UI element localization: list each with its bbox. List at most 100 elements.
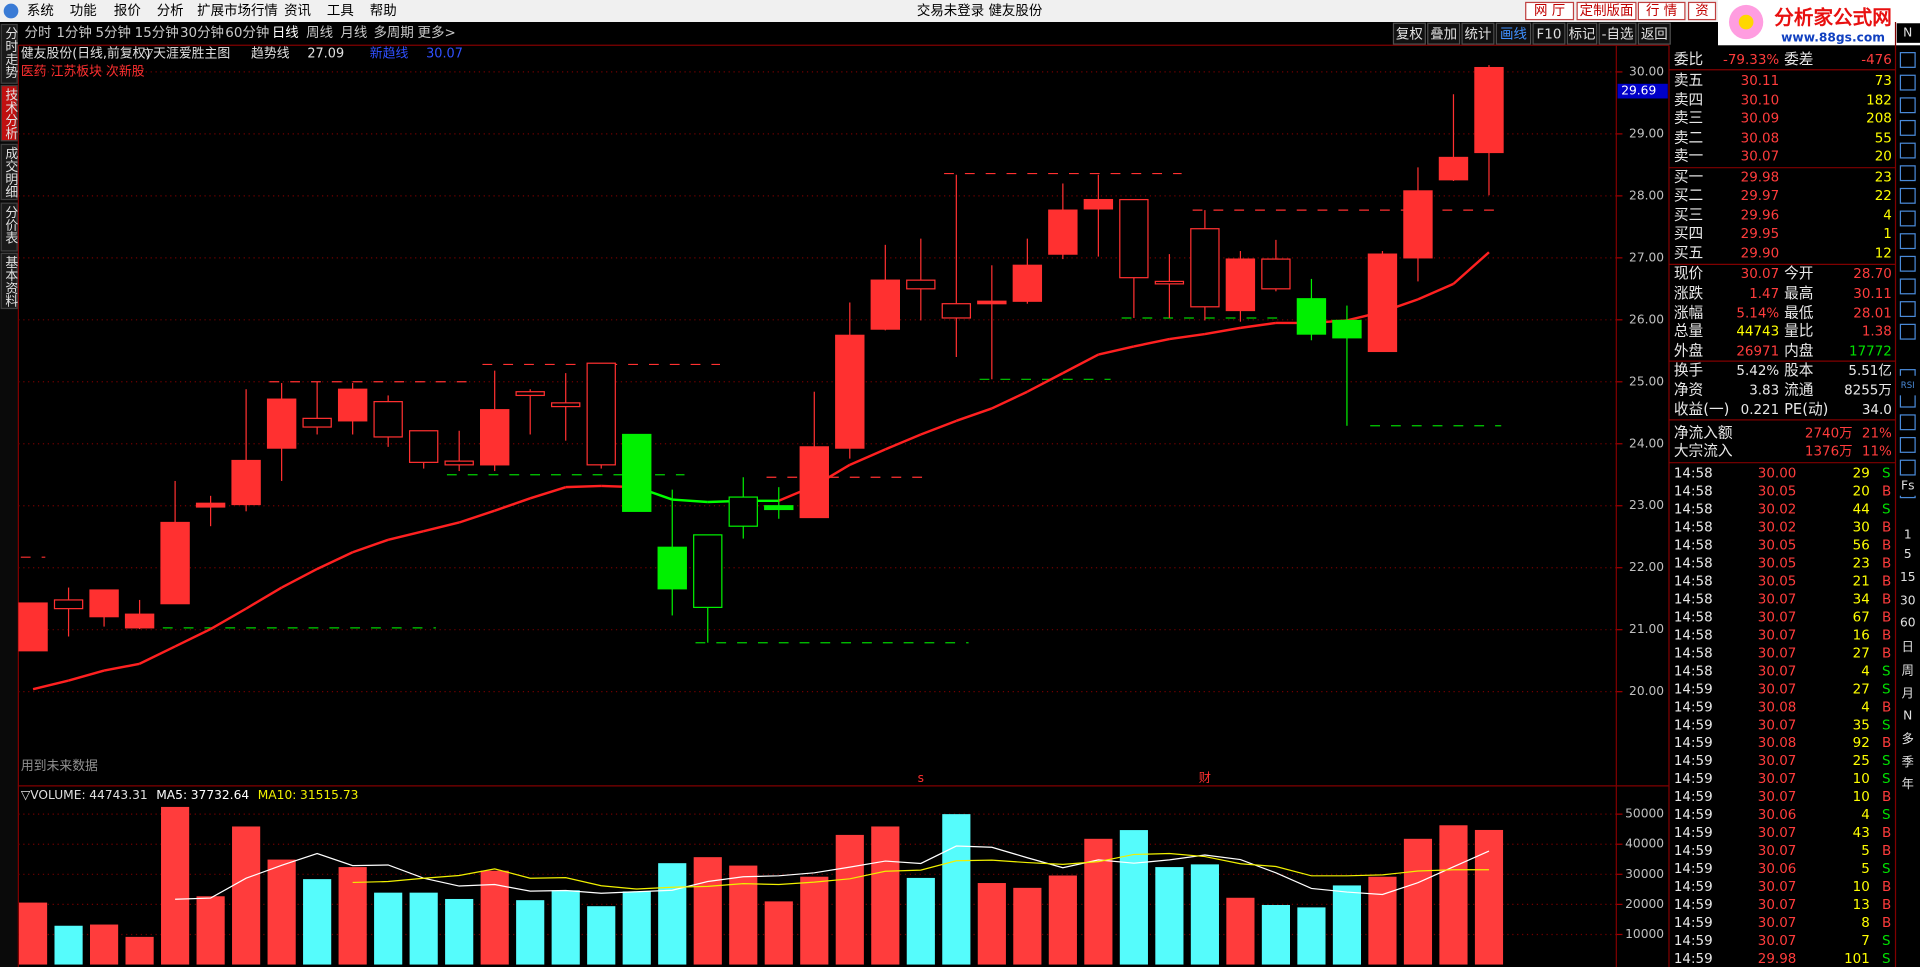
- tool-icon-label[interactable]: 多: [1902, 732, 1914, 746]
- period-tab[interactable]: 5分钟: [96, 24, 131, 41]
- tool-icon[interactable]: [1899, 414, 1916, 431]
- tool-icon-label[interactable]: 日: [1902, 640, 1914, 654]
- period-tab[interactable]: 60分钟: [225, 24, 269, 41]
- tool-button[interactable]: [1392, 22, 1426, 45]
- tool-button[interactable]: [1461, 22, 1495, 45]
- menu-item[interactable]: 扩展市场行情: [197, 2, 278, 19]
- tool-icon-bg[interactable]: [1896, 774, 1920, 795]
- side-tab[interactable]: [0, 143, 18, 201]
- menu-item[interactable]: 工具: [327, 4, 354, 19]
- tool-icon[interactable]: [1899, 255, 1916, 272]
- tool-icon-label[interactable]: N: [1903, 26, 1912, 40]
- tool-icon-bg[interactable]: [1896, 544, 1920, 565]
- tool-button-label[interactable]: -自选: [1602, 26, 1634, 42]
- tool-icon-label[interactable]: 年: [1902, 777, 1914, 791]
- tool-icon-bg[interactable]: [1896, 567, 1920, 588]
- tool-button[interactable]: [1495, 22, 1532, 45]
- menu-item[interactable]: 资讯: [284, 3, 311, 19]
- side-tab[interactable]: [0, 202, 18, 252]
- window-button[interactable]: [1525, 1, 1575, 21]
- tool-icon-bg[interactable]: [1896, 752, 1920, 773]
- tool-button[interactable]: [1566, 22, 1598, 45]
- side-tab-label[interactable]: 分价表: [2, 206, 17, 245]
- tool-button-label[interactable]: 返回: [1641, 26, 1668, 42]
- tool-button[interactable]: [1532, 22, 1566, 45]
- tool-icon[interactable]: [1899, 301, 1916, 318]
- window-button[interactable]: [1687, 1, 1717, 21]
- tool-icon-label[interactable]: Fs: [1901, 478, 1914, 492]
- tool-icon-bg[interactable]: [1896, 684, 1920, 704]
- tool-button[interactable]: [1598, 22, 1637, 45]
- side-tab-label[interactable]: 技术分析: [2, 88, 17, 140]
- tool-icon-bg[interactable]: [1896, 476, 1920, 496]
- tool-icon-bg[interactable]: [1896, 525, 1920, 545]
- tool-icon-label[interactable]: 周: [1902, 663, 1914, 677]
- tool-icon-bg[interactable]: [1896, 637, 1920, 658]
- period-tab[interactable]: 日线: [272, 25, 299, 41]
- menu-item[interactable]: 帮助: [370, 3, 397, 19]
- menu-item[interactable]: 功能: [70, 3, 97, 19]
- event-marker[interactable]: s: [918, 771, 924, 785]
- period-tab[interactable]: 1分钟: [56, 24, 91, 41]
- side-tab[interactable]: [0, 23, 18, 84]
- tool-button-label[interactable]: 标记: [1569, 26, 1596, 42]
- tool-icon[interactable]: [1899, 436, 1916, 453]
- tool-icon-label[interactable]: 季: [1902, 755, 1914, 769]
- tool-icon-label[interactable]: 月: [1902, 687, 1914, 701]
- tool-icon[interactable]: [1899, 323, 1916, 340]
- tool-button-label[interactable]: 统计: [1465, 26, 1492, 42]
- tool-icon-bg[interactable]: [1896, 660, 1920, 681]
- indicator-name[interactable]: ▽天涯爱胜主图: [143, 46, 230, 61]
- window-button-label[interactable]: 行 情: [1646, 3, 1677, 19]
- tool-icon-label[interactable]: N: [1903, 709, 1912, 723]
- window-button-label[interactable]: 网 厅: [1534, 4, 1565, 19]
- tool-button-label[interactable]: 画线: [1500, 26, 1527, 42]
- period-tab[interactable]: 周线: [306, 25, 333, 41]
- tool-icon[interactable]: [1899, 233, 1916, 250]
- tool-icon-bg[interactable]: [1896, 706, 1920, 726]
- menu-item[interactable]: 系统: [27, 3, 54, 19]
- tool-icon[interactable]: [1899, 52, 1916, 68]
- tool-icon-bg[interactable]: [1896, 23, 1920, 43]
- menu-item[interactable]: 报价: [114, 3, 141, 19]
- tool-icon-bg[interactable]: [1896, 591, 1920, 611]
- tool-icon[interactable]: [1899, 74, 1916, 91]
- tool-icon-bg[interactable]: [1896, 613, 1920, 633]
- side-tab-label[interactable]: 分时走势: [2, 27, 17, 80]
- tool-icon[interactable]: [1899, 210, 1916, 227]
- tool-icon[interactable]: [1899, 459, 1916, 476]
- side-tab-label[interactable]: 成交明细: [2, 147, 17, 199]
- side-tab[interactable]: [0, 85, 18, 142]
- period-tab[interactable]: 分时: [24, 25, 51, 41]
- tool-button-label[interactable]: 复权: [1396, 25, 1423, 42]
- tool-icon-bg[interactable]: [1896, 729, 1920, 750]
- menu-item[interactable]: 分析: [157, 3, 184, 19]
- tool-icon-label[interactable]: 30: [1900, 594, 1916, 608]
- window-button-label[interactable]: 资: [1695, 3, 1708, 19]
- period-tab[interactable]: 更多>: [418, 24, 456, 41]
- period-tab[interactable]: 月线: [340, 25, 367, 41]
- tool-icon-label[interactable]: 1: [1904, 527, 1912, 541]
- period-tab[interactable]: 30分钟: [180, 24, 224, 41]
- tool-icon[interactable]: [1899, 97, 1916, 114]
- side-tab[interactable]: [0, 252, 18, 310]
- tool-icon-label[interactable]: 60: [1900, 616, 1916, 630]
- tool-icon-label[interactable]: 5: [1904, 547, 1912, 561]
- window-button[interactable]: [1637, 1, 1686, 21]
- tool-button-label[interactable]: F10: [1537, 27, 1562, 42]
- tool-icon[interactable]: [1899, 142, 1916, 159]
- period-tab[interactable]: 多周期: [373, 24, 413, 41]
- tool-icon-label[interactable]: 15: [1900, 570, 1916, 584]
- tool-icon[interactable]: [1899, 278, 1916, 295]
- tool-icon-bg[interactable]: [1896, 375, 1920, 396]
- tool-button-label[interactable]: 叠加: [1430, 26, 1457, 42]
- tool-button[interactable]: [1637, 22, 1671, 45]
- tool-icon[interactable]: [1899, 165, 1916, 182]
- side-tab-label[interactable]: 基本资料: [2, 256, 17, 308]
- tool-icon[interactable]: [1899, 119, 1916, 136]
- tool-icon-label[interactable]: RSI: [1901, 381, 1915, 391]
- tool-icon[interactable]: [1899, 187, 1916, 204]
- event-marker[interactable]: 财: [1199, 771, 1211, 785]
- window-button-label[interactable]: 定制版面: [1580, 3, 1634, 19]
- period-tab[interactable]: 15分钟: [135, 24, 179, 41]
